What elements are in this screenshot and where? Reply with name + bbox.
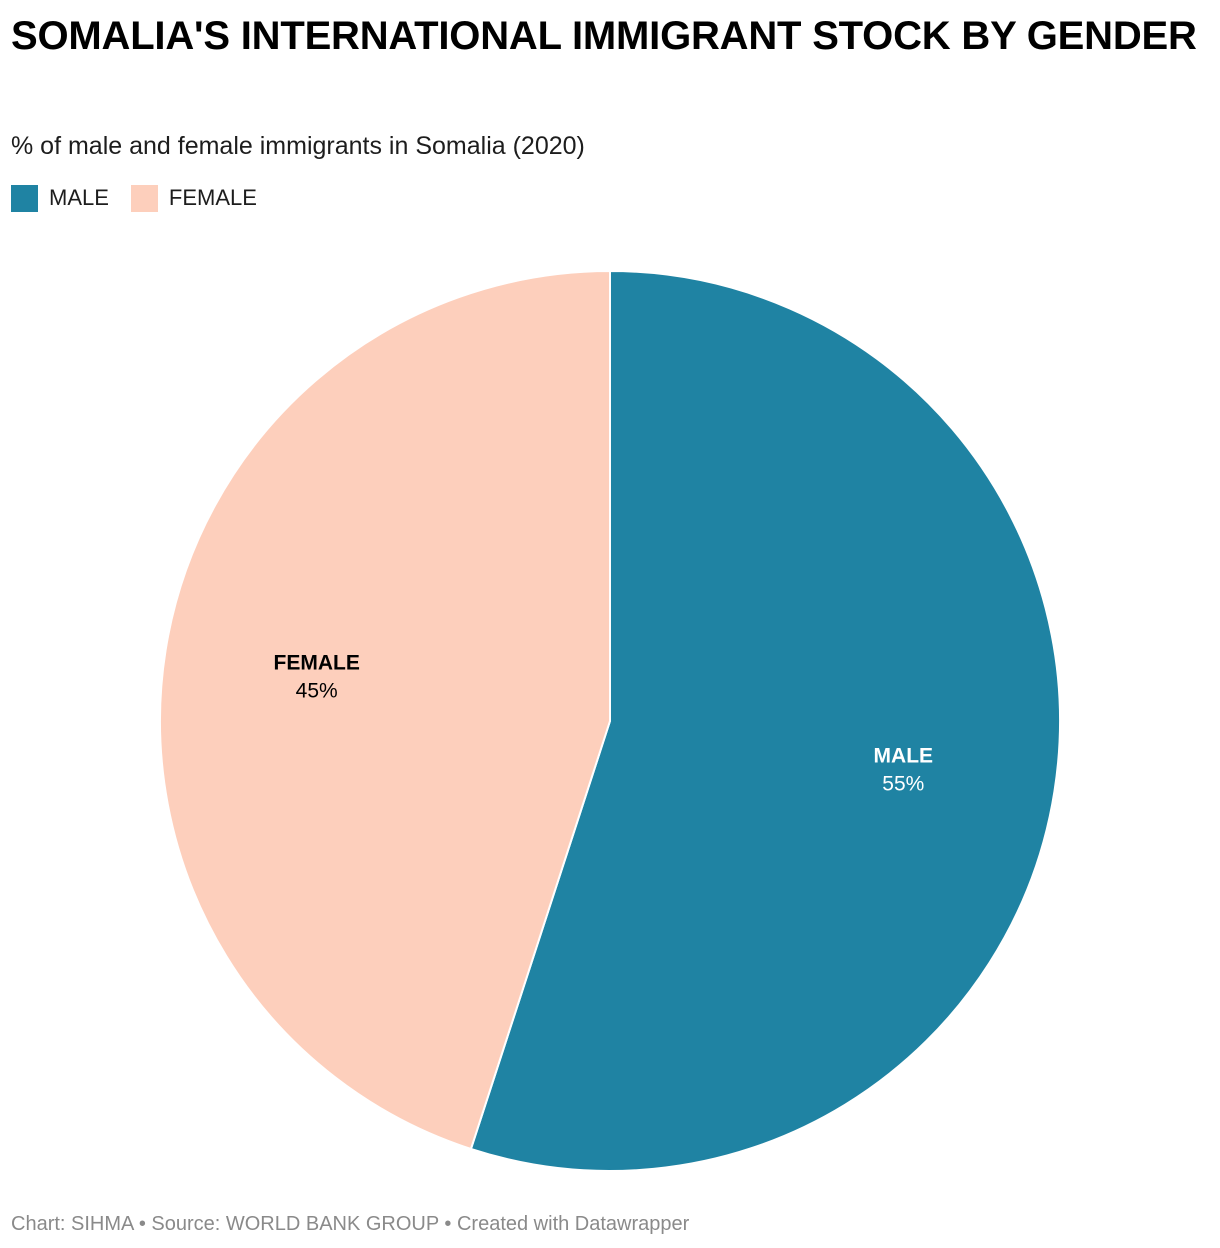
- legend-label-female: FEMALE: [168, 185, 257, 210]
- chart-title: SOMALIA'S INTERNATIONAL IMMIGRANT STOCK …: [11, 14, 1197, 58]
- slice-value-female: 45%: [296, 680, 338, 703]
- legend-swatch-female: [130, 184, 158, 212]
- slice-value-male: 55%: [882, 773, 924, 796]
- chart-footer: Chart: SIHMA • Source: WORLD BANK GROUP …: [11, 1213, 690, 1235]
- legend-item-female: FEMALE: [130, 184, 257, 212]
- chart-legend: MALE FEMALE: [11, 184, 279, 212]
- legend-label-male: MALE: [49, 185, 109, 210]
- pie-slice-female: [158, 270, 611, 1150]
- slice-label-female: FEMALE: [274, 652, 360, 675]
- legend-item-male: MALE: [11, 184, 109, 212]
- pie-slice-male: [469, 270, 1061, 1172]
- legend-swatch-male: [11, 184, 38, 212]
- slice-label-male: MALE: [874, 745, 934, 768]
- chart-subtitle: % of male and female immigrants in Somal…: [11, 132, 585, 160]
